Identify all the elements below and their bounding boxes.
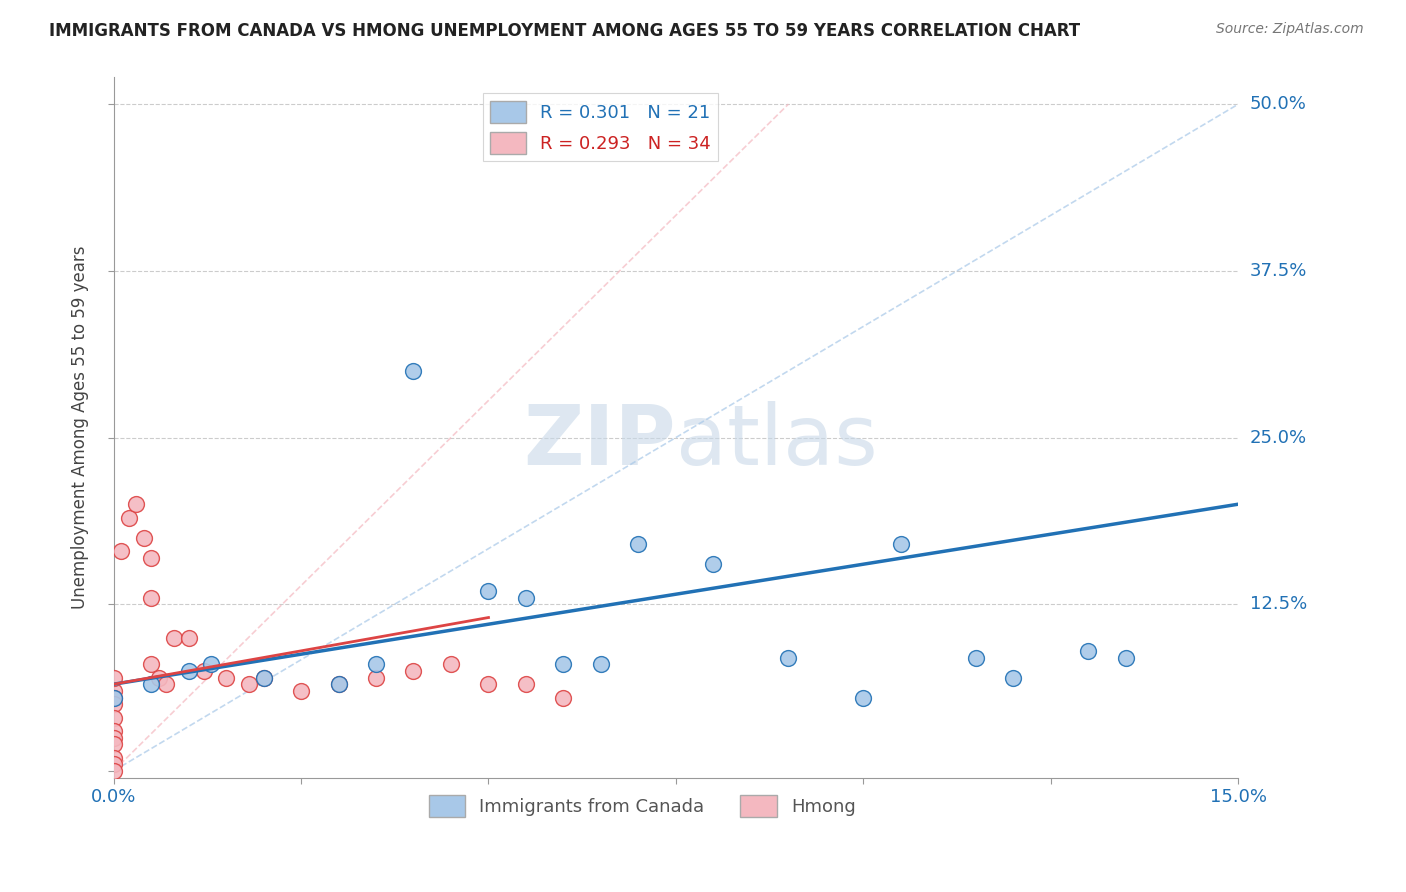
Point <box>440 657 463 672</box>
Point <box>238 677 260 691</box>
Point <box>215 671 238 685</box>
Point <box>103 737 125 751</box>
Point <box>589 657 612 672</box>
Point <box>139 550 162 565</box>
Text: atlas: atlas <box>676 401 877 482</box>
Point <box>477 677 499 691</box>
Point <box>103 710 125 724</box>
Point <box>103 750 125 764</box>
Point <box>103 671 125 685</box>
Point <box>193 664 215 678</box>
Point <box>103 723 125 738</box>
Point <box>328 677 350 691</box>
Point <box>965 650 987 665</box>
Point <box>364 657 387 672</box>
Point <box>252 671 274 685</box>
Point <box>402 364 425 378</box>
Point <box>117 510 139 524</box>
Point <box>1077 644 1099 658</box>
Point <box>890 537 912 551</box>
Point <box>553 657 575 672</box>
Legend: Immigrants from Canada, Hmong: Immigrants from Canada, Hmong <box>422 788 863 824</box>
Point <box>103 690 125 705</box>
Y-axis label: Unemployment Among Ages 55 to 59 years: Unemployment Among Ages 55 to 59 years <box>72 246 89 609</box>
Point <box>1115 650 1137 665</box>
Text: 37.5%: 37.5% <box>1250 262 1308 280</box>
Point <box>155 677 177 691</box>
Point <box>177 664 200 678</box>
Text: 25.0%: 25.0% <box>1250 428 1306 447</box>
Point <box>778 650 800 665</box>
Point <box>103 697 125 711</box>
Point <box>148 671 170 685</box>
Point <box>103 690 125 705</box>
Point <box>125 497 148 511</box>
Point <box>200 657 222 672</box>
Point <box>103 684 125 698</box>
Point <box>103 731 125 745</box>
Point <box>132 531 155 545</box>
Point <box>515 677 537 691</box>
Point <box>1002 671 1025 685</box>
Point <box>477 583 499 598</box>
Point <box>139 657 162 672</box>
Point <box>627 537 650 551</box>
Text: Source: ZipAtlas.com: Source: ZipAtlas.com <box>1216 22 1364 37</box>
Text: 50.0%: 50.0% <box>1250 95 1306 113</box>
Point <box>139 591 162 605</box>
Point <box>852 690 875 705</box>
Point <box>177 631 200 645</box>
Point <box>364 671 387 685</box>
Point <box>110 544 132 558</box>
Text: ZIP: ZIP <box>523 401 676 482</box>
Point <box>162 631 184 645</box>
Text: 12.5%: 12.5% <box>1250 595 1306 613</box>
Text: IMMIGRANTS FROM CANADA VS HMONG UNEMPLOYMENT AMONG AGES 55 TO 59 YEARS CORRELATI: IMMIGRANTS FROM CANADA VS HMONG UNEMPLOY… <box>49 22 1080 40</box>
Point <box>702 558 724 572</box>
Point <box>515 591 537 605</box>
Point <box>290 684 312 698</box>
Point <box>553 690 575 705</box>
Point <box>328 677 350 691</box>
Point <box>103 764 125 778</box>
Point <box>252 671 274 685</box>
Point <box>139 677 162 691</box>
Point <box>103 757 125 772</box>
Point <box>402 664 425 678</box>
